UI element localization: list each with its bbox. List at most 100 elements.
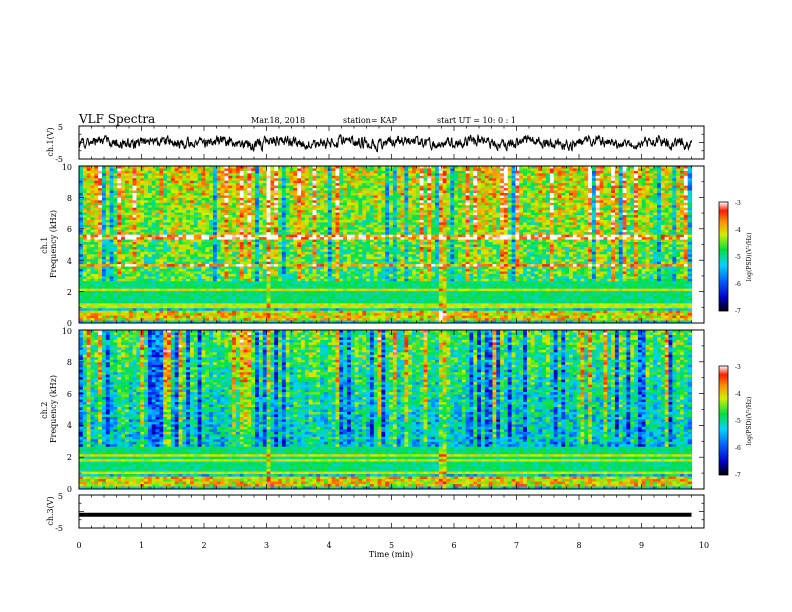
- ch1-spectrogram-cell: [423, 195, 428, 199]
- ch1-spectrogram-cell: [262, 170, 268, 174]
- ch1-spectrogram-cell: [105, 166, 111, 170]
- ch1-spectrogram-cell: [159, 188, 164, 192]
- ch1-spectrogram-cell: [419, 173, 425, 177]
- ch1-spectrogram-cell: [350, 178, 356, 182]
- ch1-spectrogram-cell: [117, 192, 122, 197]
- ch1-spectrogram-cell: [611, 178, 616, 182]
- ch1-spectrogram-cell: [542, 197, 547, 201]
- ch1-spectrogram-cell: [480, 188, 486, 192]
- ch1-spectrogram-cell: [507, 168, 513, 172]
- ch1-spectrogram-cell: [316, 168, 321, 172]
- ch1-spectrogram-cell: [369, 175, 375, 179]
- ch1-spectrogram-cell: [618, 183, 624, 187]
- ch1-spectrogram-cell: [182, 168, 187, 172]
- ch1-spectrogram-cell: [446, 200, 451, 204]
- ch1-spectrogram-cell: [396, 178, 402, 182]
- ch1-spectrogram-cell: [79, 200, 84, 204]
- ch1-spectrogram-cell: [492, 178, 497, 182]
- ch1-spectrogram-cell: [79, 195, 84, 199]
- ch1-spectrogram-cell: [266, 168, 272, 172]
- ch1-spectrogram-cell: [488, 192, 494, 197]
- ch1-spectrogram-cell: [480, 185, 486, 189]
- ch1-spectrogram-cell: [565, 197, 570, 201]
- ch1-spectrogram-cell: [151, 170, 157, 174]
- ch1-spectrogram-cell: [526, 200, 532, 204]
- ch1-spectrogram-cell: [255, 178, 260, 182]
- ch1-spectrogram-cell: [251, 175, 256, 179]
- ch1-spectrogram-cell: [415, 188, 421, 192]
- ch1-spectrogram-cell: [584, 197, 589, 201]
- ch1-spectrogram-cell: [546, 195, 551, 199]
- ch1-spectrogram-cell: [557, 178, 562, 182]
- ch1-spectrogram-cell: [369, 173, 375, 177]
- ch1-spectrogram-cell: [664, 183, 670, 187]
- ch1-spectrogram-cell: [274, 192, 279, 197]
- ch1-spectrogram-cell: [569, 200, 574, 204]
- ch1-spectrogram-cell: [304, 178, 310, 182]
- ch1-spectrogram-cell: [450, 197, 455, 201]
- ch1-spectrogram-cell: [645, 195, 650, 199]
- ch1-spectrogram-cell: [546, 190, 551, 194]
- ch1-spectrogram-cell: [224, 200, 229, 204]
- ch1-spectrogram-cell: [117, 180, 122, 184]
- ch1-spectrogram-cell: [526, 192, 532, 197]
- ch1-spectrogram-cell: [212, 195, 218, 199]
- ch1-spectrogram-cell: [438, 197, 444, 201]
- ch1-spectrogram-cell: [412, 185, 417, 189]
- ch1-spectrogram-cell: [553, 178, 559, 182]
- ch1-spectrogram-cell: [477, 197, 482, 201]
- ch1-spectrogram-cell: [258, 170, 264, 174]
- ch1-spectrogram-cell: [408, 168, 413, 172]
- ch1-spectrogram-cell: [553, 195, 559, 199]
- ch1-spectrogram-panel: 0 2 4 6 8 10 ch.1 Frequency (kHz): [40, 163, 705, 328]
- ch1-spectrogram-cell: [186, 173, 191, 177]
- ch1-spectrogram-cell: [546, 188, 551, 192]
- ch1-spectrogram-cell: [634, 175, 639, 179]
- ch1-spectrogram-cell: [500, 188, 505, 192]
- ch1-spectrogram-cell: [591, 180, 597, 184]
- ch1-spectrogram-cell: [350, 188, 356, 192]
- ch1-spectrogram-cell: [473, 170, 478, 174]
- ch1-spectrogram-cell: [683, 195, 689, 199]
- ch1-spectrogram-cell: [553, 170, 559, 174]
- ch1-spectrogram-cell: [301, 168, 306, 172]
- ch1-spectrogram-cell: [113, 166, 118, 170]
- ch1-spectrogram-cell: [557, 166, 562, 170]
- ch1-spectrogram-cell: [664, 180, 670, 184]
- ch1-spectrogram-cell: [614, 195, 620, 199]
- ch1-spectrogram-cell: [680, 166, 685, 170]
- ch1-spectrogram-cell: [109, 192, 115, 197]
- ch1-spectrogram-cell: [212, 168, 218, 172]
- ch1-spectrogram-cell: [304, 192, 310, 197]
- ch1-spectrogram-cell: [645, 197, 650, 201]
- ch1-spectrogram-cell: [366, 166, 371, 170]
- ch1-spectrogram-cell: [297, 173, 302, 177]
- ch1-spectrogram-cell: [480, 168, 486, 172]
- ch1-spectrogram-cell: [660, 185, 666, 189]
- ch1-spectrogram-cell: [235, 170, 241, 174]
- ch1-spectrogram-cell: [419, 183, 425, 187]
- ch1-spectrogram-cell: [465, 180, 471, 184]
- ch1-spectrogram-cell: [630, 192, 635, 197]
- ch1-spectrogram-cell: [488, 168, 494, 172]
- ch1-spectrogram-cell: [354, 197, 360, 201]
- ch1-spectrogram-cell: [289, 190, 294, 194]
- ch1-spectrogram-cell: [389, 192, 394, 197]
- ch1-spectrogram-cell: [626, 173, 631, 177]
- ch1-spectrogram-cell: [285, 200, 291, 204]
- ch1-spectrogram-cell: [98, 175, 103, 179]
- ch1-spectrogram-cell: [599, 200, 605, 204]
- ch1-spectrogram-cell: [469, 166, 474, 170]
- ch1-spectrogram-cell: [584, 175, 589, 179]
- ch1-spectrogram-cell: [270, 188, 275, 192]
- ch1-spectrogram-cell: [427, 192, 432, 197]
- ch1-spectrogram-cell: [611, 183, 616, 187]
- ch1-spectrogram-cell: [442, 166, 448, 170]
- ch1-spectrogram-cell: [151, 168, 157, 172]
- ch1-spectrogram-cell: [649, 168, 654, 172]
- ch1-spectrogram-cell: [113, 170, 118, 174]
- ch1-spectrogram-cell: [668, 178, 673, 182]
- ch1-waveform-line: [79, 133, 692, 153]
- ch1-spectrogram-cell: [580, 173, 585, 177]
- ch1-spectrogram-cell: [404, 170, 409, 174]
